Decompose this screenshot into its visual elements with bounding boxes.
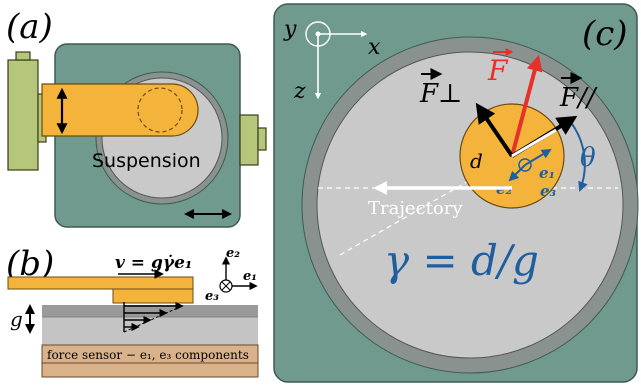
axis-e1-label: e₁ [243,269,257,284]
axis-e3-label: e₃ [205,289,219,304]
force-sensor-base [41,362,259,378]
clamp-left [7,59,39,171]
panel-b: (b) v = gγ̇e₁ g e₂ e₁ e₃ force sen [6,244,259,378]
clamp-right-tip [257,127,267,151]
panel-a-label: (a) [6,7,53,47]
force-sensor-label: force sensor − e₁, e₃ components [47,348,249,362]
axis-e3-cross-2 [221,281,231,291]
panel-c-label: (c) [582,14,628,54]
force-parallel-label: F// [559,83,598,113]
top-plate-step [112,288,194,304]
panel-a: (a) Suspension [6,7,267,228]
suspension-bob [137,87,183,133]
force-total-label: F [487,54,509,87]
force-perp-arrow [475,102,514,158]
axis-z-label: z [293,79,306,104]
panel-c: (c) y x z θ F F⊥ F// d [273,3,639,383]
force-total-arrow [510,54,543,157]
gap-label: g [10,307,23,331]
axis-y-label: y [283,17,297,42]
distance-label: d [470,149,483,173]
profile-slope [123,305,183,333]
fluid-layer-top [42,305,258,317]
fluid-layer [42,317,258,345]
unit-e2-arrow [508,164,526,182]
top-plate [7,276,194,290]
unit-e3-label: e₃ [540,182,557,200]
axis-e2-label: e₂ [226,246,240,261]
suspension-label: Suspension [92,150,201,172]
clamp-right [239,114,259,166]
theta-label: θ [580,143,596,173]
force-perp-label: F⊥ [419,79,463,109]
unit-e1-label: e₁ [539,164,555,182]
unit-e3-symbol [518,158,532,172]
center-line-white [511,128,557,158]
gamma-equation: γ = d/g [384,236,539,285]
clamp-left-knob [15,51,31,61]
suspension-arm [41,83,199,137]
axis-x-label: x [368,35,381,60]
velocity-label: v = gγ̇e₁ [115,253,192,273]
trajectory-label: Trajectory [368,198,463,219]
unit-e1-arrow [524,148,552,166]
